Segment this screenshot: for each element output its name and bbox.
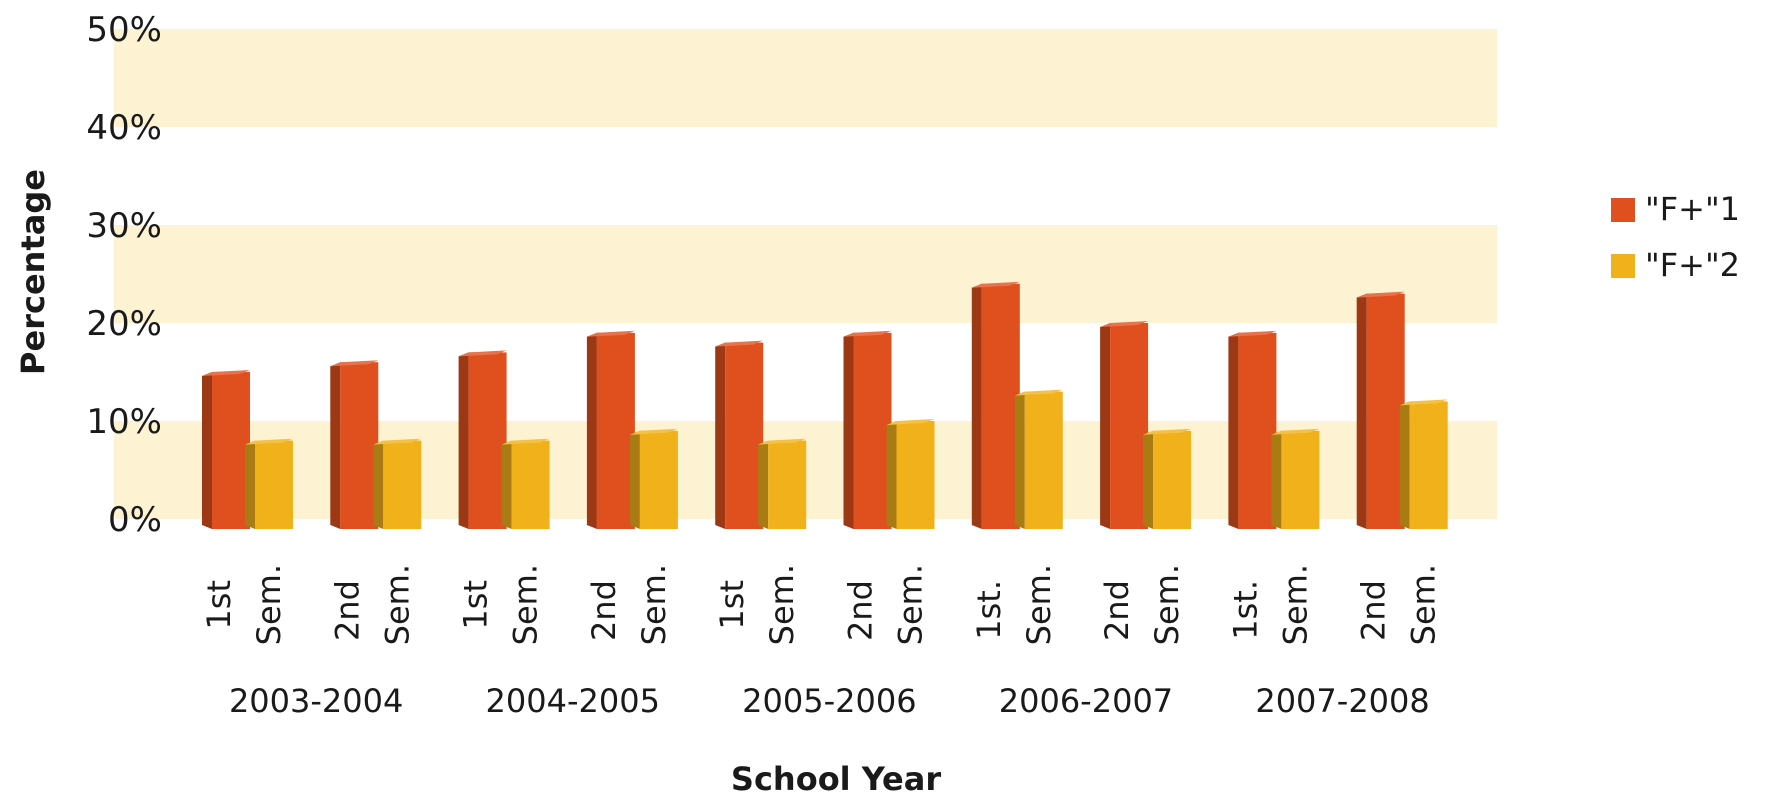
bar [1014, 389, 1063, 529]
bar [202, 370, 250, 529]
x-category-label: 1st. Sem. [1226, 564, 1314, 645]
bar [715, 340, 764, 529]
bar [886, 419, 935, 529]
x-group-label: 2006-2007 [999, 682, 1173, 720]
x-category-label: 2nd Sem. [842, 564, 930, 645]
x-group-label: 2005-2006 [742, 682, 916, 720]
x-group-label: 2003-2004 [229, 682, 403, 720]
bar [843, 330, 892, 529]
x-category-label: 1st Sem. [457, 564, 545, 645]
legend-swatch [1611, 198, 1635, 222]
bar [1143, 428, 1192, 529]
x-category-label: 2nd Sem. [1355, 564, 1443, 645]
x-category-label: 1st Sem. [713, 564, 801, 645]
bar [586, 330, 635, 529]
x-axis-group-labels: 2003-2004 2004-2005 2005-2006 2006-2007 2007… [229, 682, 1430, 720]
x-axis-category-labels: 1st Sem. 2nd Sem. 1st Sem. 2nd Sem. 1st Sem. 2nd Se… [200, 564, 1443, 645]
x-category-label: 2nd Sem. [585, 564, 673, 645]
x-category-label: 2nd Sem. [1098, 564, 1186, 645]
bar [330, 360, 379, 529]
bar [501, 438, 550, 529]
bar [758, 438, 807, 529]
y-tick-label: 10% [86, 402, 162, 442]
legend-swatch [1611, 254, 1635, 278]
x-axis-title: School Year [731, 760, 941, 798]
y-tick-label: 30% [86, 206, 162, 246]
bar [1356, 291, 1405, 529]
bars [202, 281, 1448, 529]
bar [629, 428, 678, 529]
bar [245, 438, 293, 529]
x-group-label: 2007-2008 [1255, 682, 1429, 720]
legend-label: "F+"1 [1645, 190, 1740, 228]
bar [373, 438, 422, 529]
legend: "F+"1 "F+"2 [1611, 190, 1740, 284]
bar [1228, 330, 1277, 529]
x-category-label: 2nd Sem. [328, 564, 416, 645]
y-tick-label: 20% [86, 304, 162, 344]
y-tick-label: 40% [86, 108, 162, 148]
legend-label: "F+"2 [1645, 246, 1740, 284]
legend-item: "F+"2 [1611, 246, 1740, 284]
bar [458, 350, 507, 529]
bar [971, 281, 1020, 529]
y-axis-ticks: 0% 10% 20% 30% 40% 50% [86, 10, 162, 540]
grid-band [114, 29, 1497, 127]
grid-band [114, 225, 1497, 323]
bar [1399, 399, 1448, 529]
x-category-label: 1st Sem. [200, 564, 288, 645]
bar [1100, 321, 1149, 529]
legend-item: "F+"1 [1611, 190, 1740, 228]
x-group-label: 2004-2005 [486, 682, 660, 720]
y-axis-title: Percentage [14, 169, 52, 375]
x-category-label: 1st. Sem. [970, 564, 1058, 645]
y-tick-label: 50% [86, 10, 162, 50]
bar [1271, 428, 1320, 529]
y-tick-label: 0% [108, 500, 162, 540]
